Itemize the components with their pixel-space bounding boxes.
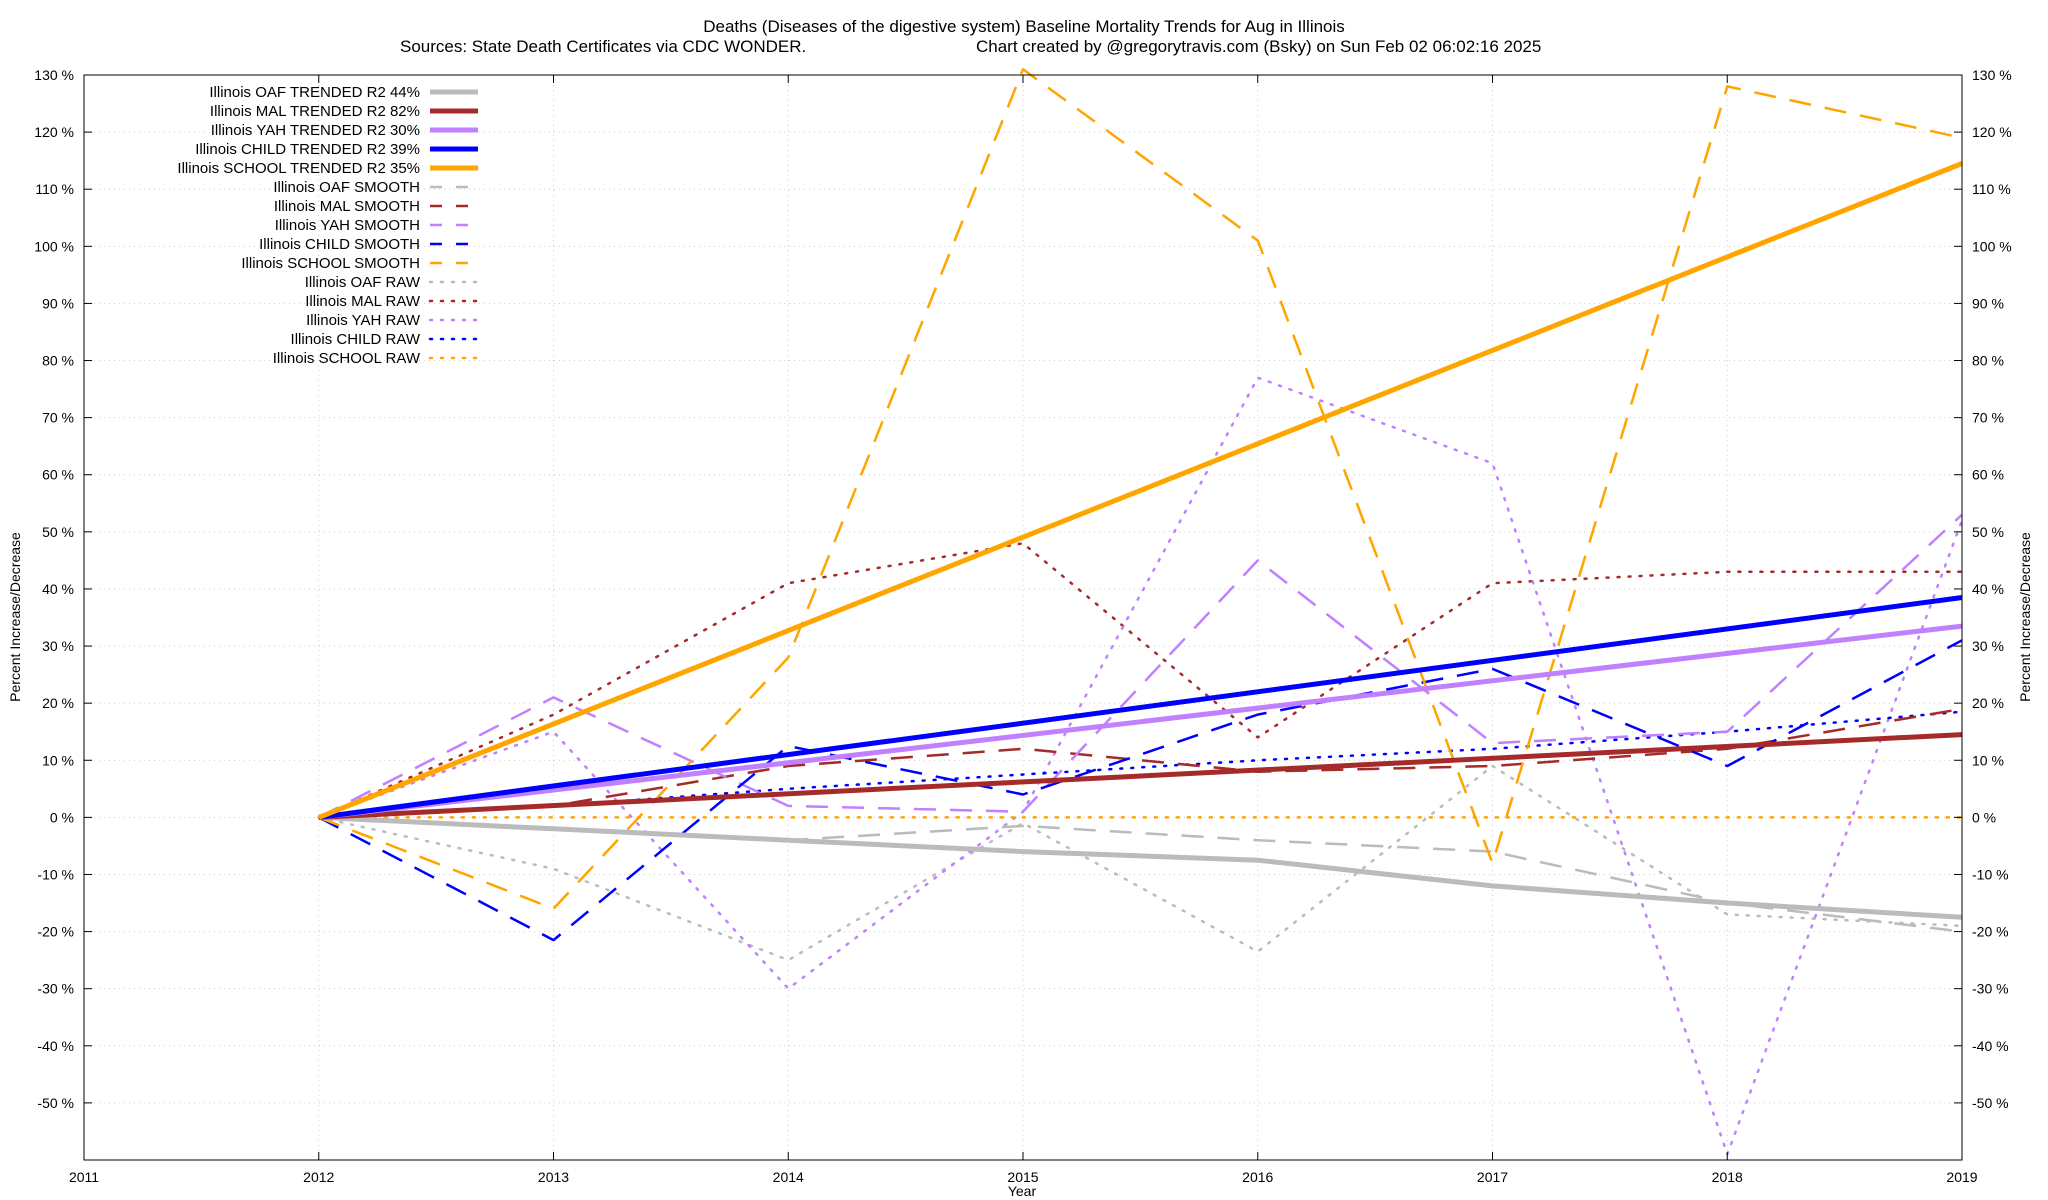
legend-label: Illinois CHILD RAW [291,331,421,348]
y-tick-label-right: 60 % [1972,467,2004,483]
y-tick-label-right: 30 % [1972,638,2004,654]
series-line-0 [318,814,1963,920]
y-axis-label-left: Percent Increase/Decrease [7,532,23,702]
y-tick-label: -20 % [37,924,74,940]
y-axis-label-right: Percent Increase/Decrease [2017,532,2033,702]
y-tick-label: 110 % [35,181,74,197]
series-line-10 [317,764,1964,962]
y-tick-label: 0 % [50,809,74,825]
series-line-1 [318,732,1963,820]
series-line-4 [317,161,1963,820]
y-tick-label: 130 % [34,67,74,83]
y-tick-label: -40 % [37,1038,74,1054]
legend: Illinois OAF TRENDED R2 44% Illinois MAL … [177,84,480,367]
y-tick-label-right: -10 % [1972,866,2009,882]
series-line-6 [318,707,1963,819]
y-tick-label: 70 % [42,410,74,426]
y-tick-label: 50 % [42,524,74,540]
series-line-5 [318,816,1963,933]
x-tick-label: 2017 [1477,1169,1508,1185]
legend-label: Illinois OAF RAW [305,274,421,291]
legend-label: Illinois OAF TRENDED R2 44% [209,84,420,101]
y-tick-label: 60 % [42,467,74,483]
y-tick-label-right: -40 % [1972,1038,2009,1054]
y-tick-label-right: 40 % [1972,581,2004,597]
y-tick-label: 20 % [42,695,74,711]
y-tick-label-right: -50 % [1972,1095,2009,1111]
y-tick-label-right: 70 % [1972,410,2004,426]
series-line-9 [318,68,1963,910]
legend-label: Illinois SCHOOL SMOOTH [241,255,420,272]
x-tick-label: 2012 [303,1169,334,1185]
legend-label: Illinois YAH RAW [306,312,421,329]
series-line-7 [318,513,1963,819]
y-tick-label-right: 110 % [1972,181,2011,197]
y-tick-label-right: 20 % [1972,695,2004,711]
axis-ticks: 2011 2012 2013 2014 2015 2016 2017 2018 2019 130 … [34,67,2011,1185]
x-tick-label: 2013 [538,1169,569,1185]
legend-label: Illinois SCHOOL RAW [273,350,421,367]
y-tick-label-right: 90 % [1972,295,2004,311]
legend-label: Illinois CHILD TRENDED R2 39% [195,141,420,158]
x-tick-label: 2015 [1007,1169,1038,1185]
x-tick-label: 2011 [69,1169,99,1185]
legend-label: Illinois CHILD SMOOTH [259,236,420,253]
y-tick-label: -10 % [37,866,74,882]
legend-label: Illinois OAF SMOOTH [273,179,420,196]
y-tick-label: 10 % [42,752,74,768]
y-tick-label: 120 % [34,124,74,140]
legend-label: Illinois MAL SMOOTH [274,198,420,215]
y-tick-label-right: 120 % [1972,124,2012,140]
x-axis-label: Year [1008,1183,1037,1199]
y-tick-label: 90 % [42,295,74,311]
y-tick-label-right: 50 % [1972,524,2004,540]
series-line-2 [318,623,1963,820]
series-line-3 [318,595,1963,820]
x-tick-label: 2014 [773,1169,804,1185]
series-layer [317,68,1964,1156]
y-tick-label-right: 0 % [1972,809,1996,825]
y-tick-label: -50 % [37,1095,74,1111]
x-tick-label: 2018 [1712,1169,1743,1185]
x-tick-label: 2019 [1946,1169,1977,1185]
legend-label: Illinois MAL TRENDED R2 82% [210,103,420,120]
y-tick-label-right: -30 % [1972,981,2009,997]
chart-subtitle-right: Chart created by @gregorytravis.com (Bsk… [976,37,1541,56]
chart-title: Deaths (Diseases of the digestive system… [703,17,1345,36]
legend-label: Illinois MAL RAW [305,293,421,310]
y-tick-label-right: 100 % [1972,238,2012,254]
series-line-11 [317,542,1964,819]
legend-label: Illinois YAH TRENDED R2 30% [211,122,420,139]
y-tick-label: 80 % [42,353,74,369]
y-tick-label: 100 % [34,238,74,254]
y-tick-label-right: -20 % [1972,924,2009,940]
chart-subtitle-left: Sources: State Death Certificates via CD… [400,37,806,56]
series-line-12 [317,376,1964,1156]
y-tick-label-right: 80 % [1972,353,2004,369]
y-tick-label: 30 % [42,638,74,654]
legend-label: Illinois YAH SMOOTH [275,217,420,234]
y-tick-label: 40 % [42,581,74,597]
x-tick-label: 2016 [1242,1169,1273,1185]
legend-label: Illinois SCHOOL TRENDED R2 35% [177,160,420,177]
y-tick-label: -30 % [37,981,74,997]
y-tick-label-right: 10 % [1972,752,2004,768]
series-line-13 [317,710,1964,819]
y-tick-label-right: 130 % [1972,67,2012,83]
